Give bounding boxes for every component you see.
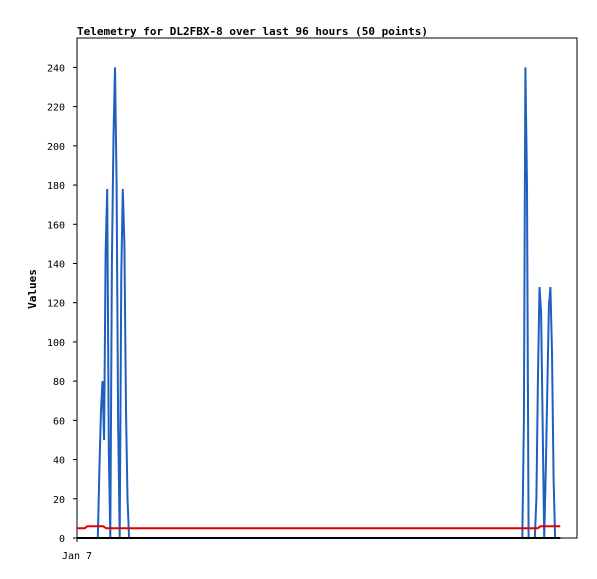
plot-area-frame [76, 37, 578, 539]
y-tick-label: 40 [53, 456, 65, 467]
y-tick-label: 240 [47, 63, 65, 74]
x-tick-label: Jan 7 [62, 551, 92, 562]
y-axis-label: Values [26, 269, 39, 309]
y-tick-label: 200 [47, 142, 65, 153]
chart-title: Telemetry for DL2FBX-8 over last 96 hour… [77, 25, 428, 38]
y-tick-label: 220 [47, 103, 65, 114]
y-tick-label: 0 [59, 534, 65, 545]
y-axis-ticks: 0 20 40 60 80 100 120 140 160 180 200 220 240 [47, 63, 77, 545]
y-tick-label: 60 [53, 416, 65, 427]
series-line-2 [77, 525, 561, 530]
y-tick-label: 160 [47, 220, 65, 231]
y-tick-label: 140 [47, 259, 65, 270]
y-tick-label: 100 [47, 338, 65, 349]
y-tick-label: 120 [47, 299, 65, 310]
x-axis-ticks: Jan 7 [62, 538, 92, 562]
y-tick-label: 180 [47, 181, 65, 192]
y-tick-label: 20 [53, 495, 65, 506]
y-tick-label: 80 [53, 377, 65, 388]
series-layer [77, 67, 561, 539]
